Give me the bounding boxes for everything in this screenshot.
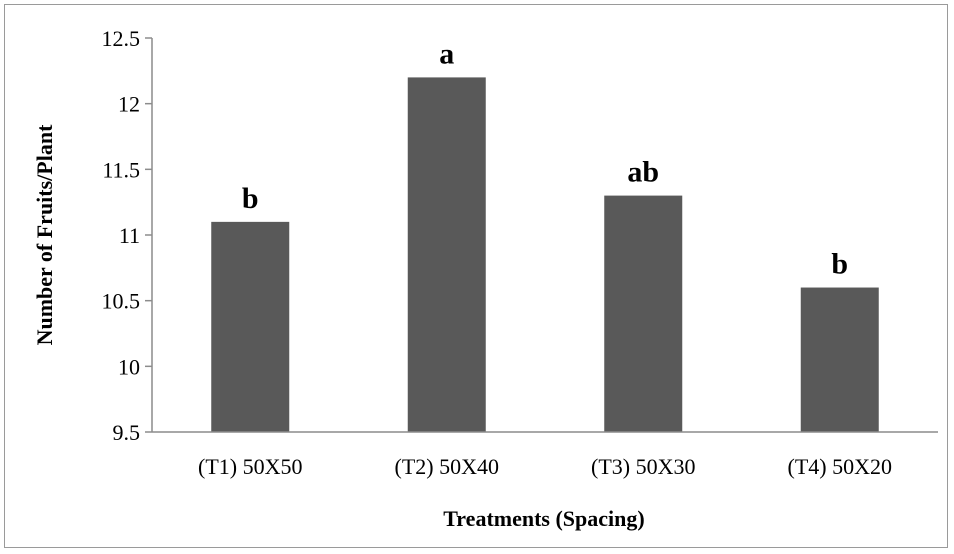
- x-tick-label: (T2) 50X40: [395, 454, 499, 479]
- bars: [211, 77, 879, 433]
- significance-letter: a: [439, 37, 454, 70]
- significance-letter: b: [831, 248, 848, 281]
- y-axis-ticks: 9.5 10 10.5 11 11.5 12 12.5: [102, 26, 152, 445]
- y-axis-title: Number of Fruits/Plant: [32, 124, 57, 345]
- bar: [407, 77, 486, 433]
- y-tick-label: 12.5: [102, 26, 141, 51]
- bar: [604, 195, 683, 432]
- y-tick-label: 10.5: [102, 289, 141, 314]
- y-tick-label: 12: [118, 92, 140, 117]
- x-tick-label: (T3) 50X30: [591, 454, 695, 479]
- significance-labels: b a ab b: [242, 37, 848, 280]
- significance-letter: ab: [627, 156, 659, 189]
- bar: [211, 221, 290, 432]
- y-tick-label: 10: [118, 354, 140, 379]
- y-tick-label: 11: [119, 223, 140, 248]
- x-tick-label: (T4) 50X20: [788, 454, 892, 479]
- bar: [800, 287, 879, 432]
- y-tick-label: 9.5: [113, 420, 141, 445]
- significance-letter: b: [242, 182, 259, 215]
- x-tick-label: (T1) 50X50: [198, 454, 302, 479]
- x-axis-title: Treatments (Spacing): [443, 506, 644, 531]
- y-tick-label: 11.5: [102, 157, 140, 182]
- x-axis-tick-labels: (T1) 50X50 (T2) 50X40 (T3) 50X30 (T4) 50X20: [198, 454, 892, 479]
